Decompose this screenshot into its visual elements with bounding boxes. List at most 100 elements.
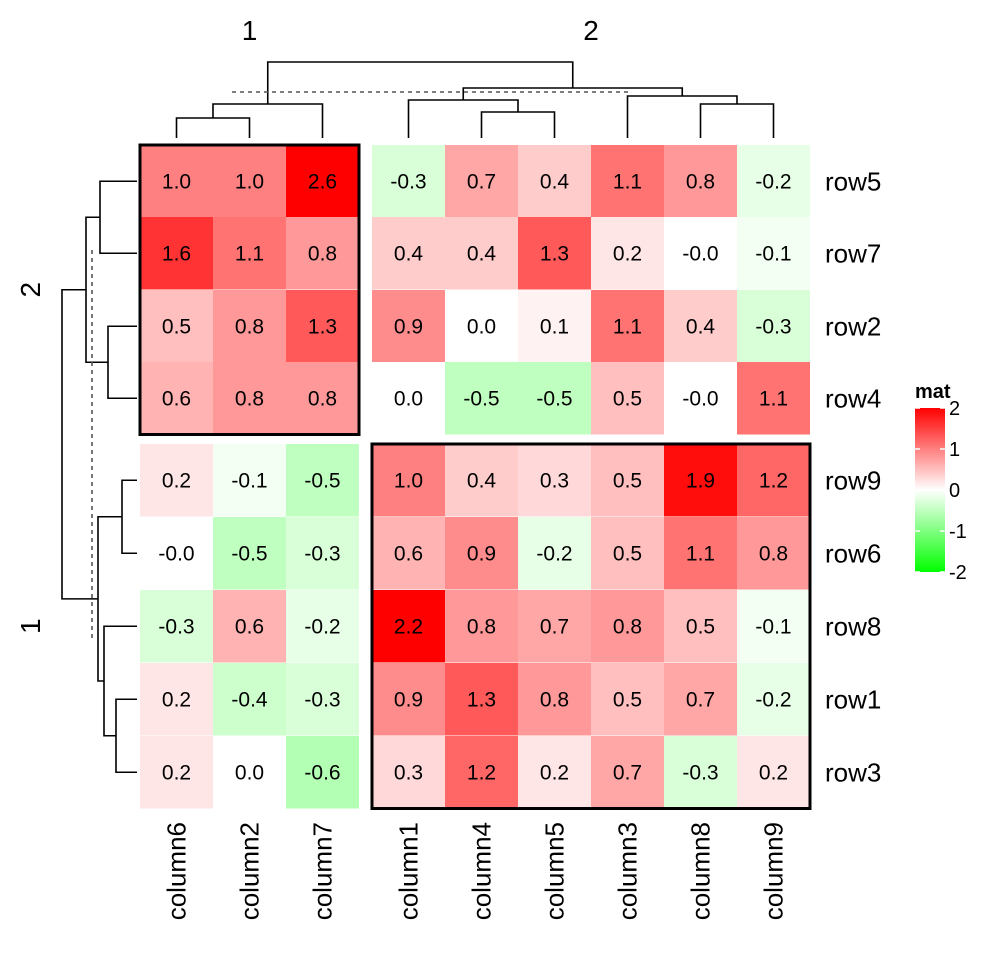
- heatmap-cell-row5-column5: [518, 145, 591, 218]
- heatmap-cell-row5-column7: [286, 145, 359, 218]
- cell-value-label: 0.7: [613, 761, 642, 784]
- cell-value-label: -0.3: [158, 615, 194, 638]
- heatmap-cell-row7-column3: [591, 217, 664, 290]
- cell-value-label: 1.1: [235, 242, 264, 265]
- heatmap-cell-row5-column1: [372, 145, 445, 218]
- heatmap-cell-row8-column1: [372, 590, 445, 663]
- column-dendrogram-branch: [462, 87, 684, 100]
- cell-value-label: 0.8: [235, 315, 264, 338]
- heatmap-cell-row9-column6: [140, 444, 213, 517]
- cell-value-label: -0.2: [536, 542, 572, 565]
- heatmap-cell-row3-column1: [372, 736, 445, 809]
- heatmap-cell-row8-column6: [140, 590, 213, 663]
- cell-value-label: 1.6: [162, 242, 191, 265]
- cell-value-label: 0.2: [162, 469, 191, 492]
- row-slice-title-1: 1: [15, 618, 46, 634]
- row-dendrogram-branch: [85, 216, 108, 364]
- column-slice-title-1: 1: [242, 15, 258, 46]
- heatmap-cell-row2-column2: [213, 290, 286, 363]
- heatmap-cell-row6-column6: [140, 517, 213, 590]
- cell-value-label: 0.8: [540, 688, 569, 711]
- heatmap-cell-row8-column3: [591, 590, 664, 663]
- cell-value-label: 0.9: [394, 688, 423, 711]
- heatmap-cell-row9-column9: [737, 444, 810, 517]
- cell-value-label: 0.4: [686, 315, 716, 338]
- cell-value-label: 1.3: [308, 315, 337, 338]
- heatmap-cell-row5-column3: [591, 145, 664, 218]
- cell-value-label: 1.1: [759, 387, 788, 410]
- cell-value-label: -0.0: [682, 387, 718, 410]
- cell-value-label: -0.1: [755, 242, 791, 265]
- column-dendrogram-branch: [626, 95, 738, 138]
- heatmap-cell-row7-column9: [737, 217, 810, 290]
- heatmap-cell-row4-column7: [286, 362, 359, 435]
- cell-value-label: 0.4: [394, 242, 424, 265]
- cell-value-label: 0.9: [394, 315, 423, 338]
- cell-value-label: 0.5: [162, 315, 191, 338]
- heatmap-cell-row1-column9: [737, 663, 810, 736]
- heatmap-cell-row1-column8: [664, 663, 737, 736]
- slice-box-row2-col1: [138, 143, 361, 436]
- cell-value-label: 0.0: [235, 761, 264, 784]
- cell-value-label: -0.2: [755, 170, 791, 193]
- cell-value-label: -0.3: [390, 170, 426, 193]
- cell-value-label: 0.8: [235, 387, 264, 410]
- heatmap-cell-row9-column8: [664, 444, 737, 517]
- heatmap-cell-row2-column5: [518, 290, 591, 363]
- legend-tick-label: -1: [949, 521, 967, 543]
- row-label-row5: row5: [825, 166, 881, 196]
- heatmap-cell-row6-column9: [737, 517, 810, 590]
- heatmap-cell-row4-column6: [140, 362, 213, 435]
- column-label-column9: column9: [759, 822, 789, 920]
- column-label-column3: column3: [613, 822, 643, 920]
- legend-tick-label: 2: [949, 398, 960, 420]
- heatmap-cell-row4-column4: [445, 362, 518, 435]
- cell-value-label: 0.5: [613, 469, 642, 492]
- heatmap-cell-row1-column7: [286, 663, 359, 736]
- legend-tick-label: 0: [949, 480, 960, 502]
- cell-value-label: 1.2: [467, 761, 496, 784]
- cell-value-label: 1.9: [686, 469, 715, 492]
- column-dendrogram-branch: [699, 103, 775, 138]
- cell-value-label: 0.6: [394, 542, 423, 565]
- cell-value-label: 0.7: [686, 688, 715, 711]
- cell-value-label: 0.0: [467, 315, 496, 338]
- heatmap-cell-row9-column2: [213, 444, 286, 517]
- heatmap-cell-row2-column1: [372, 290, 445, 363]
- cell-value-label: 0.2: [162, 688, 191, 711]
- heatmap-cell-row9-column1: [372, 444, 445, 517]
- heatmap-cell-row2-column6: [140, 290, 213, 363]
- cell-value-label: 0.1: [540, 315, 569, 338]
- cell-value-label: -0.3: [755, 315, 791, 338]
- heatmap-cells: 1.0 1.0 2.6 -0.3 0.7 0.4 1.1 0.8 -0.2 1.6 1.1 0.8 0.…: [140, 145, 810, 809]
- heatmap-cell-row1-column6: [140, 663, 213, 736]
- heatmap-cell-row3-column2: [213, 736, 286, 809]
- cell-value-label: 0.2: [759, 761, 788, 784]
- heatmap-cell-row3-column3: [591, 736, 664, 809]
- heatmap-cell-row8-column5: [518, 590, 591, 663]
- cell-value-label: -0.6: [304, 761, 340, 784]
- cell-value-label: -0.3: [682, 761, 718, 784]
- heatmap-cell-row5-column2: [213, 145, 286, 218]
- heatmap-cell-row9-column5: [518, 444, 591, 517]
- cell-value-label: 0.8: [759, 542, 788, 565]
- heatmap-cell-row6-column7: [286, 517, 359, 590]
- cell-value-label: 1.3: [467, 688, 496, 711]
- cell-value-label: -0.1: [755, 615, 791, 638]
- row-label-row4: row4: [825, 383, 881, 413]
- row-dendrogram-branch: [107, 325, 137, 400]
- heatmap-cell-row8-column4: [445, 590, 518, 663]
- heatmap-cell-row9-column3: [591, 444, 664, 517]
- heatmap-cell-row5-column8: [664, 145, 737, 218]
- cell-value-label: 0.8: [467, 615, 496, 638]
- cell-value-label: -0.5: [304, 469, 340, 492]
- heatmap-cell-row6-column3: [591, 517, 664, 590]
- cell-value-label: -0.5: [463, 387, 499, 410]
- column-label-column7: column7: [308, 822, 338, 920]
- row-dendrogram-branch: [99, 180, 137, 255]
- cell-value-label: 0.2: [540, 761, 569, 784]
- heatmap-cell-row4-column9: [737, 362, 810, 435]
- heatmap-cell-row3-column7: [286, 736, 359, 809]
